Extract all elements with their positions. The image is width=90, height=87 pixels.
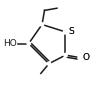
Circle shape: [40, 23, 44, 26]
Text: O: O: [82, 53, 89, 62]
Circle shape: [64, 53, 67, 57]
Text: S: S: [69, 27, 75, 36]
Text: S: S: [69, 27, 75, 36]
Circle shape: [27, 42, 30, 45]
Circle shape: [47, 62, 51, 65]
Circle shape: [78, 56, 81, 59]
Text: O: O: [82, 53, 89, 62]
Circle shape: [63, 30, 68, 34]
Text: HO: HO: [3, 39, 17, 48]
